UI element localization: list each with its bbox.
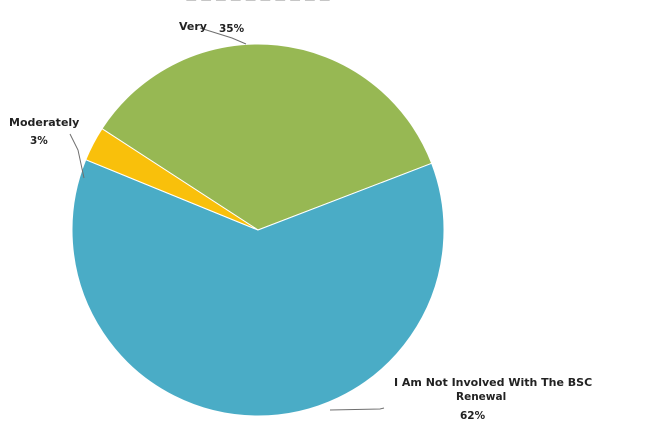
pie-slice-very xyxy=(101,43,433,231)
leader-line-very xyxy=(199,27,247,45)
pie-slice-not-involved xyxy=(71,159,445,417)
slice-pct-very: 35% xyxy=(219,23,245,35)
data-label-not-involved: I Am Not Involved With The BSC Renewal 6… xyxy=(394,376,592,422)
leader-line-not-involved xyxy=(329,407,385,411)
slice-label-not-involved-line1: I Am Not Involved With The BSC xyxy=(394,376,592,389)
chart-title-cut: — — — — — — — — — — xyxy=(186,0,330,6)
data-label-very: Very 35% xyxy=(179,20,245,35)
slice-pct-moderately: 3% xyxy=(30,135,48,147)
leader-line-moderately xyxy=(69,133,85,179)
pie-slices xyxy=(71,43,445,417)
pie-slice-moderately xyxy=(85,128,259,231)
slice-label-moderately: Moderately xyxy=(9,116,79,129)
slice-label-very: Very xyxy=(179,20,207,33)
slice-pct-not-involved: 62% xyxy=(460,410,486,422)
data-label-moderately: Moderately 3% xyxy=(9,116,79,147)
slice-label-not-involved-line2: Renewal xyxy=(456,391,506,403)
